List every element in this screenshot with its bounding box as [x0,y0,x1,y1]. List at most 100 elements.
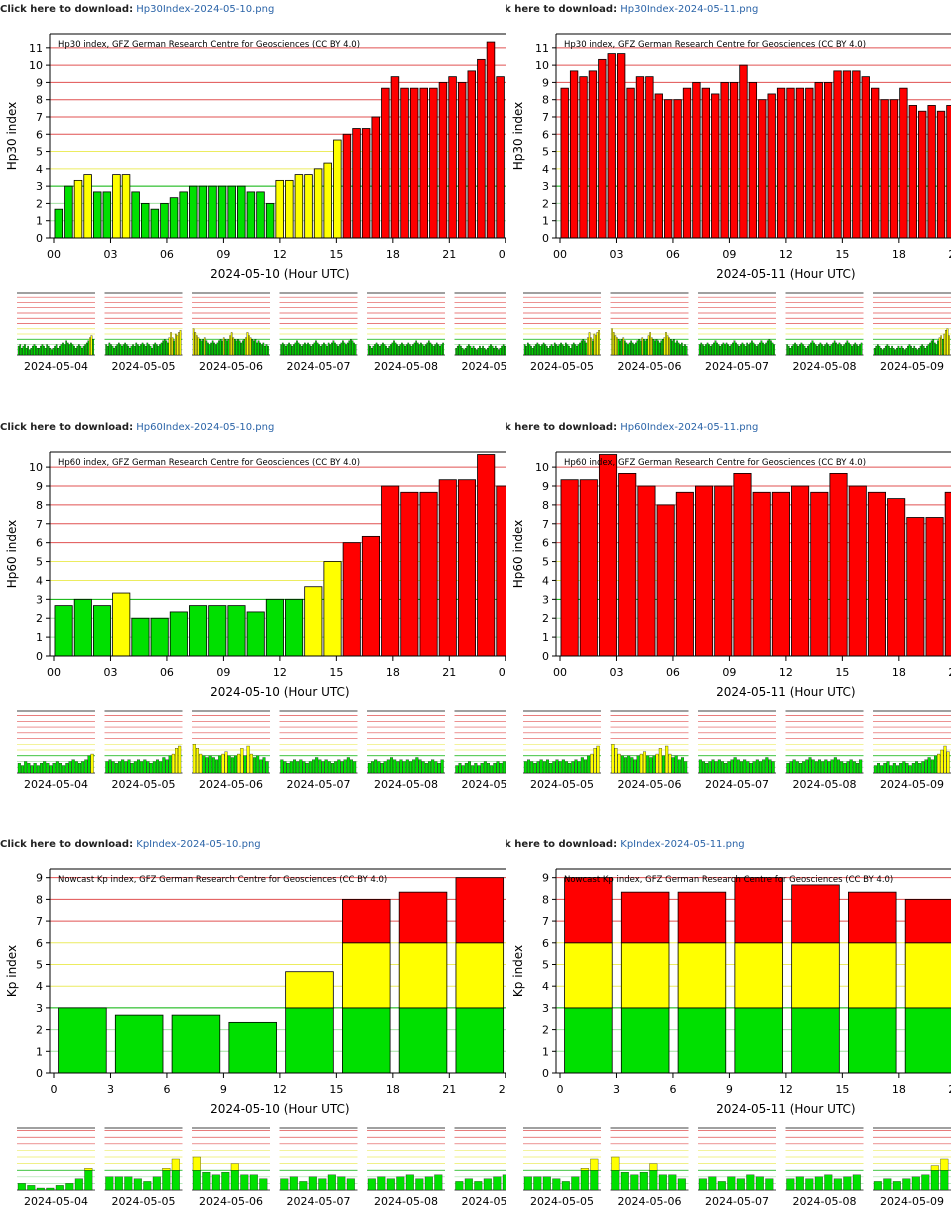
thumb-bar [345,344,347,356]
download-link[interactable]: Hp30Index-2024-05-10.png [133,4,275,15]
thumb-bar [929,342,931,356]
thumbnail-2024-05-08[interactable] [785,292,864,356]
thumb-bar [703,345,706,356]
thumb-bar [474,763,478,774]
thumb-bar [106,345,109,356]
bar [189,605,208,657]
y-tick-label: 7 [36,518,43,531]
thumb-bar [848,342,850,356]
thumb-bar [374,759,378,774]
thumb-bar [485,349,488,356]
thumbnail-2024-05-04[interactable] [17,710,95,774]
x-tick-label: 00 [553,666,567,679]
thumb-bar [121,345,123,356]
bar [313,168,323,239]
thumbnail-2024-05-08[interactable] [367,292,445,356]
thumbnail-2024-05-04[interactable] [17,292,95,356]
bar [189,185,198,239]
thumb-bar [580,1168,589,1171]
thumbnail-2024-05-09[interactable] [873,710,951,774]
download-link[interactable]: KpIndex-2024-05-10.png [133,839,261,850]
thumbnail-date-label: 2024-05-09 [462,1195,506,1208]
thumbnail-2024-05-07[interactable] [279,292,358,356]
bar [265,203,275,239]
thumbnail-2024-05-05[interactable] [104,1127,183,1191]
thumb-bar [472,345,475,356]
thumbnail-2024-05-07[interactable] [279,1127,358,1191]
thumb-bar [62,765,66,774]
thumb-bar [786,763,790,774]
thumb-bar [744,345,747,356]
thumbnail-2024-05-05[interactable] [104,710,183,774]
thumbnail-2024-05-05[interactable] [523,1127,601,1191]
thumbnail-2024-05-05[interactable] [523,710,601,774]
y-tick-label: 0 [36,232,43,245]
download-link[interactable]: Hp60Index-2024-05-10.png [133,422,275,433]
download-link[interactable]: KpIndex-2024-05-11.png [617,839,745,850]
thumb-bar [346,757,350,774]
thumbnail-2024-05-09[interactable] [873,292,951,356]
thumbnail-2024-05-06[interactable] [192,292,270,356]
y-tick-label: 10 [29,461,43,474]
bar-segment [734,1007,783,1074]
thumb-bar [152,344,155,356]
thumbnail-2024-05-09[interactable] [873,1127,951,1191]
thumbnail-2024-05-08[interactable] [785,710,864,774]
thumbnail-2024-05-06[interactable] [610,1127,689,1191]
bar [294,174,304,239]
thumb-bar [665,745,669,774]
thumbnail-2024-05-07[interactable] [698,292,776,356]
thumb-bar [857,345,860,356]
thumb-bar [415,757,419,774]
thumbnail-2024-05-09[interactable] [454,710,507,774]
thumb-bar [168,337,171,356]
thumb-bar [482,345,484,356]
thumbnail-2024-05-07[interactable] [698,710,776,774]
thumb-bar [547,348,550,356]
thumbnail-2024-05-05[interactable] [104,292,183,356]
bar [752,491,771,657]
thumb-bar [733,757,737,774]
thumb-bar [393,759,397,774]
bar-segment [904,942,951,1009]
thumb-bar [611,1170,620,1191]
thumbnail-2024-05-06[interactable] [192,710,270,774]
thumb-bar [24,761,28,774]
thumbnail-2024-05-06[interactable] [610,710,689,774]
bar [112,592,131,657]
bar [791,485,810,657]
thumb-bar [114,1176,123,1191]
thumb-bar [527,759,531,774]
thumbnail-date-label: 2024-05-08 [793,360,857,373]
thumbnail-2024-05-08[interactable] [785,1127,864,1191]
bar-segment [677,1007,727,1074]
thumb-bar [458,344,461,356]
thumbnail-2024-05-09[interactable] [454,292,507,356]
thumbnail-2024-05-08[interactable] [367,1127,445,1191]
thumbnail-2024-05-06[interactable] [610,292,689,356]
thumbnail-2024-05-05[interactable] [523,292,601,356]
thumb-bar [927,757,931,774]
bar [361,128,371,239]
thumbnail-2024-05-07[interactable] [279,710,358,774]
thumbnail-2024-05-08[interactable] [367,710,445,774]
bar [733,473,752,657]
thumbnail-2024-05-04[interactable] [17,1127,95,1191]
thumb-bar [752,342,755,356]
thumbnail-2024-05-06[interactable] [192,1127,270,1191]
thumb-bar [399,344,402,356]
thumb-bar [304,342,306,356]
thumbnail-date-label: 2024-05-07 [287,1195,351,1208]
thumbnail-2024-05-07[interactable] [698,1127,776,1191]
x-tick-label: 15 [835,666,849,679]
thumb-bar [789,348,792,356]
download-link[interactable]: Hp60Index-2024-05-11.png [617,422,759,433]
bar [438,479,457,657]
thumb-bar [440,344,443,356]
hp30-2024-05-11-panel: Click here to download: Hp30Index-2024-0… [506,0,951,376]
thumb-bar [491,345,494,356]
thumb-bar [162,340,164,356]
download-link[interactable]: Hp30Index-2024-05-11.png [617,4,759,15]
thumbnail-2024-05-09[interactable] [454,1127,507,1191]
y-tick-label: 4 [542,980,549,993]
